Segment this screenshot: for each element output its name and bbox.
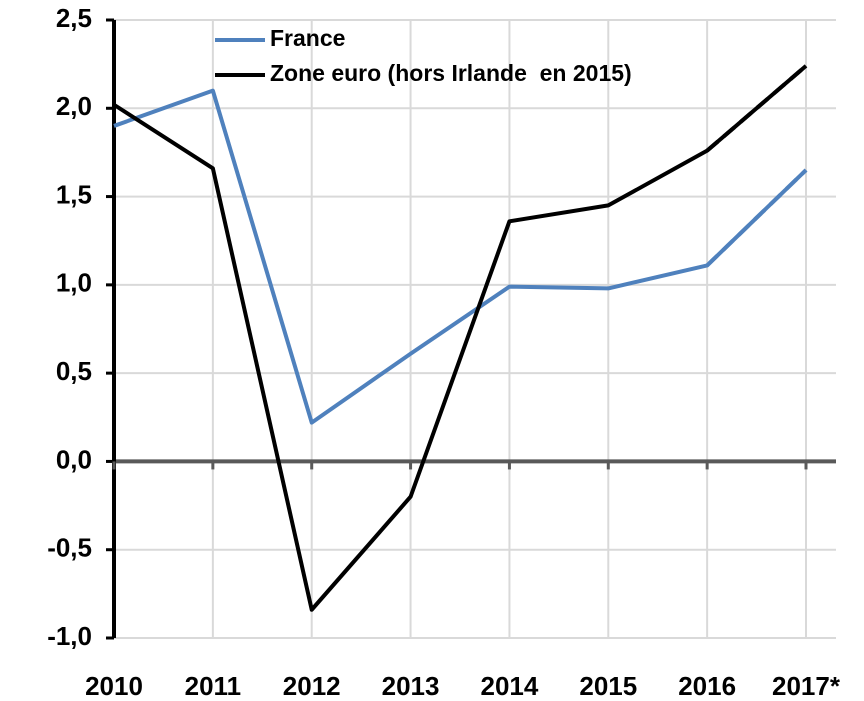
y-tick-label: -0,5 (47, 533, 92, 563)
x-tick-label: 2015 (579, 671, 637, 701)
y-tick-label: 0,5 (56, 356, 92, 386)
x-tick-label: 2010 (85, 671, 143, 701)
x-tick-label: 2016 (678, 671, 736, 701)
x-tick-label: 2011 (185, 671, 241, 701)
series-line (113, 88, 808, 425)
y-tick-label: 1,5 (56, 179, 92, 209)
x-tick-label: 2017* (772, 671, 841, 701)
x-tick-label: 2012 (283, 671, 341, 701)
y-tick-label: 2,5 (56, 3, 92, 33)
legend-label: France (270, 25, 345, 51)
series-line (112, 64, 808, 612)
y-tick-label: 1,0 (56, 268, 92, 298)
y-tick-label: 0,0 (56, 444, 92, 474)
x-tick-label: 2013 (382, 671, 440, 701)
y-tick-label: -1,0 (47, 621, 92, 651)
x-tick-label: 2014 (481, 671, 539, 701)
series-line-forecast (705, 168, 808, 267)
y-tick-label: 2,0 (56, 91, 92, 121)
legend-label: Zone euro (hors Irlande en 2015) (270, 60, 632, 86)
